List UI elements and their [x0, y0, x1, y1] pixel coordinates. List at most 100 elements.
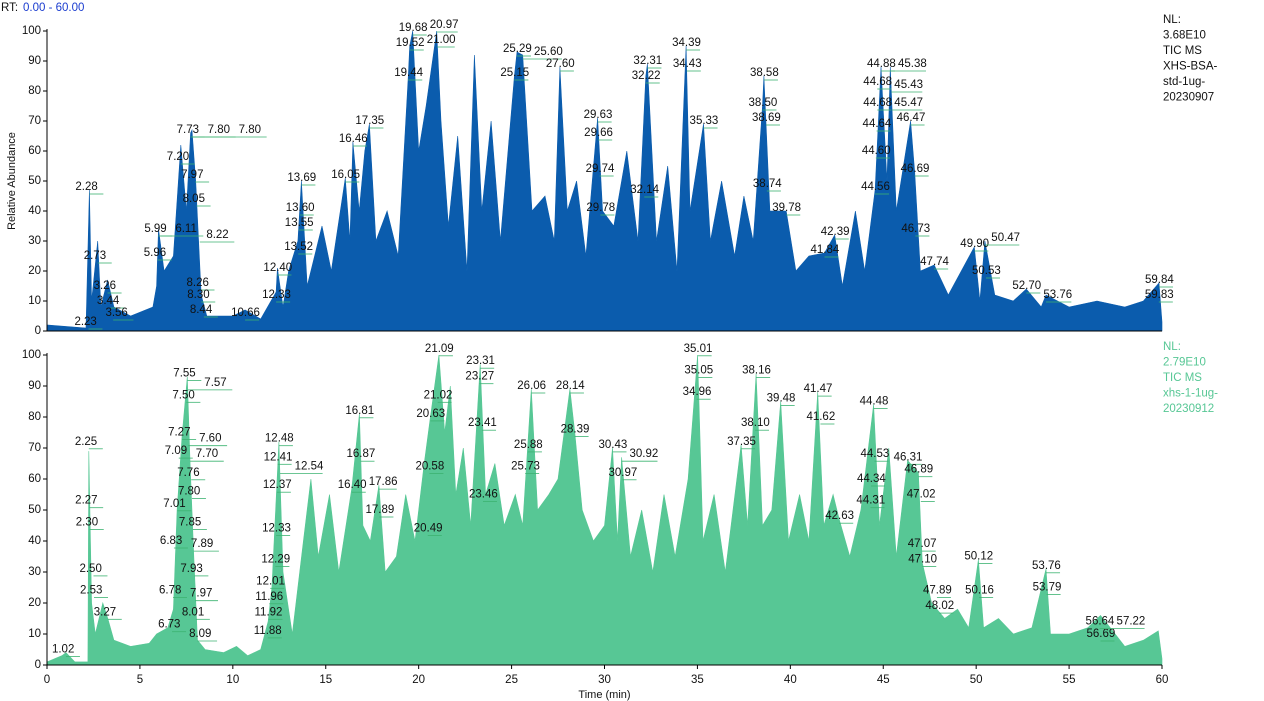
peak-label: 41.62	[806, 411, 835, 423]
peak-label: 50.12	[964, 551, 993, 563]
peak-label: 41.47	[804, 383, 833, 395]
peak-label: 56.64	[1086, 616, 1115, 628]
peak-label: 42.39	[821, 226, 850, 238]
peak-label: 3.56	[105, 307, 127, 319]
peak-label: 7.09	[165, 445, 187, 457]
peak-label: 19.68	[399, 22, 428, 34]
peak-label: 44.88	[867, 58, 896, 70]
x-tick-label: 30	[598, 674, 611, 686]
peak-label: 12.40	[263, 262, 292, 274]
peak-label: 44.68	[863, 97, 892, 109]
peak-label: 23.27	[465, 371, 494, 383]
peak-label: 12.37	[263, 479, 292, 491]
x-axis-label: Time (min)	[578, 689, 630, 701]
peak-label: 8.22	[206, 229, 228, 241]
peak-label: 7.85	[179, 516, 201, 528]
peak-label: 11.88	[254, 625, 282, 637]
peak-label: 16.81	[345, 405, 374, 417]
peak-label: 2.25	[75, 436, 97, 448]
peak-label: 7.76	[177, 467, 199, 479]
peak-label: 59.83	[1145, 289, 1174, 301]
peak-label: 12.33	[262, 523, 291, 535]
peak-label: 13.52	[284, 241, 313, 253]
peak-label: 13.55	[285, 217, 314, 229]
peak-label: 30.97	[609, 467, 638, 479]
peak-label: 2.50	[79, 563, 101, 575]
peak-label: 47.02	[907, 489, 936, 501]
peak-label: 7.20	[167, 151, 189, 163]
peak-label: 20.58	[415, 461, 444, 473]
peak-label: 7.97	[181, 169, 203, 181]
peak-label: 41.84	[811, 244, 840, 256]
peak-label: 11.96	[255, 591, 283, 603]
y-tick-label: 90	[28, 380, 41, 392]
peak-label: 7.73	[177, 124, 199, 136]
peak-label: 30.43	[598, 439, 627, 451]
peak-label: 19.52	[396, 37, 425, 49]
y-tick-label: 0	[35, 325, 41, 337]
peak-label: 20.97	[430, 19, 459, 31]
y-tick-label: 90	[28, 55, 41, 67]
peak-label: 37.35	[727, 436, 756, 448]
peak-label: 53.79	[1033, 582, 1062, 594]
peak-label: 23.46	[469, 489, 498, 501]
trace-area	[46, 30, 1163, 332]
peak-label: 20.63	[416, 408, 445, 420]
peak-label: 47.10	[908, 554, 937, 566]
peak-label: 12.33	[262, 289, 291, 301]
x-tick-label: 25	[505, 674, 518, 686]
peak-label: 13.60	[286, 202, 315, 214]
peak-label: 25.29	[503, 43, 532, 55]
info-line: 20230907	[1163, 92, 1214, 104]
peak-label: 53.76	[1032, 560, 1061, 572]
peak-label: 7.70	[196, 448, 218, 460]
peak-label: 29.78	[586, 202, 615, 214]
peak-label: 21.00	[427, 34, 456, 46]
peak-label: 5.99	[144, 223, 166, 235]
rt-range: 0.00 - 60.00	[23, 2, 84, 14]
peak-label: 45.43	[894, 79, 923, 91]
info-line: NL:	[1163, 341, 1181, 353]
x-tick-label: 40	[784, 674, 797, 686]
peak-label: 21.09	[425, 343, 454, 355]
peak-label: 44.48	[860, 396, 889, 408]
x-tick-label: 45	[877, 674, 890, 686]
trace-area	[46, 354, 1163, 666]
peak-label: 25.15	[500, 67, 529, 79]
y-tick-label: 10	[28, 295, 41, 307]
peak-label: 7.01	[163, 498, 185, 510]
peak-label: 11.92	[255, 606, 283, 618]
peak-label: 12.54	[295, 461, 324, 473]
info-line: NL:	[1163, 14, 1181, 26]
peak-label: 6.78	[159, 585, 181, 597]
peak-label: 8.26	[186, 277, 208, 289]
peak-label: 3.44	[97, 295, 120, 307]
peak-label: 12.41	[264, 451, 293, 463]
peak-label: 35.33	[690, 115, 719, 127]
y-tick-label: 40	[28, 205, 41, 217]
peak-label: 7.93	[180, 563, 202, 575]
peak-label: 44.68	[863, 76, 892, 88]
peak-label: 16.87	[347, 448, 376, 460]
peak-label: 38.58	[750, 67, 779, 79]
peak-label: 17.89	[365, 504, 394, 516]
peak-label: 25.60	[534, 46, 563, 58]
peak-label: 7.55	[173, 368, 195, 380]
peak-label: 34.96	[683, 386, 712, 398]
peak-label: 38.69	[752, 112, 781, 124]
peak-label: 45.47	[894, 97, 923, 109]
y-tick-label: 50	[28, 504, 41, 516]
peak-label: 7.27	[168, 427, 190, 439]
y-tick-label: 60	[28, 473, 41, 485]
peak-label: 50.16	[965, 585, 994, 597]
y-tick-label: 40	[28, 535, 41, 547]
peak-label: 8.44	[190, 304, 213, 316]
info-line: 3.68E10	[1163, 30, 1206, 42]
peak-label: 3.26	[94, 280, 116, 292]
x-tick-label: 0	[44, 674, 50, 686]
peak-label: 16.40	[338, 479, 367, 491]
peak-label: 35.05	[684, 365, 713, 377]
info-line: xhs-1-1ug-	[1163, 388, 1218, 400]
